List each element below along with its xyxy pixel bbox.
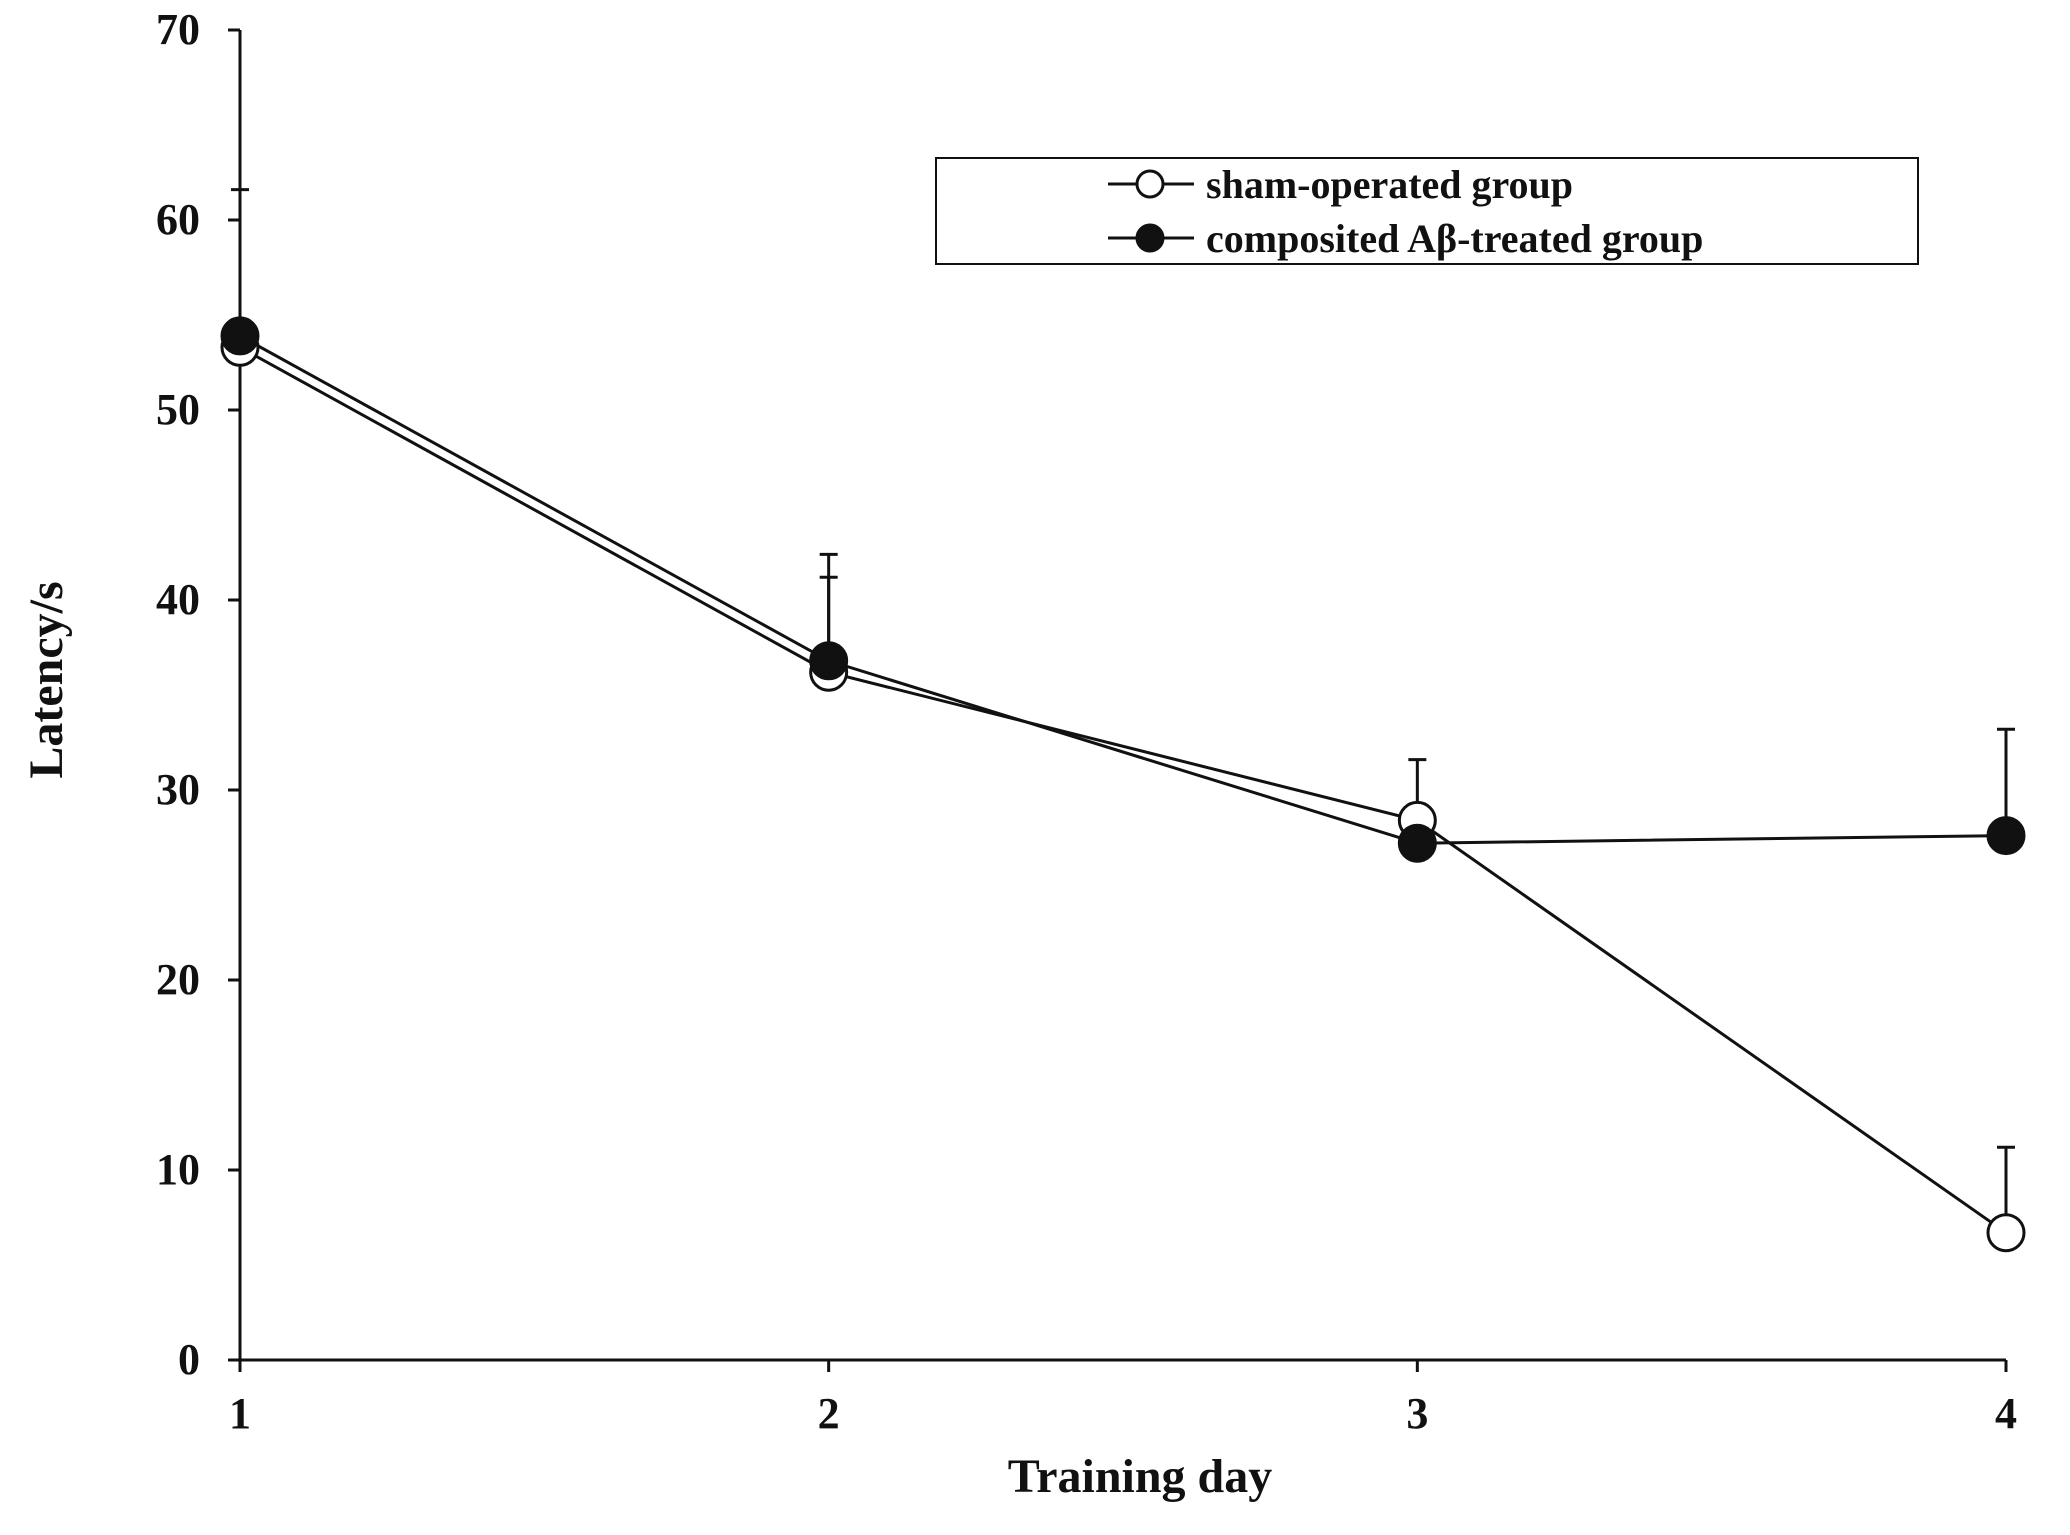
- legend-label-sham: sham-operated group: [1206, 162, 1573, 207]
- x-tick-label: 4: [1995, 1389, 2017, 1438]
- legend-box: [935, 157, 1919, 265]
- data-point-treated: [1986, 816, 2026, 856]
- y-tick-label: 50: [156, 385, 200, 434]
- data-point-treated: [220, 316, 260, 356]
- legend: sham-operated group composited Aβ-treate…: [935, 157, 1919, 265]
- y-tick-label: 60: [156, 195, 200, 244]
- series-group: [220, 188, 2026, 1253]
- tick-marks: 0 10 20 30 40 50 60 70 1 2 3 4: [156, 5, 2017, 1438]
- y-tick-label: 20: [156, 955, 200, 1004]
- x-tick-label: 3: [1406, 1389, 1428, 1438]
- x-axis-title: Training day: [1008, 1450, 1273, 1503]
- data-point-treated: [809, 641, 849, 681]
- series-line-sham: [239, 345, 2007, 1234]
- x-tick-label: 1: [229, 1389, 251, 1438]
- y-tick-label: 0: [178, 1335, 200, 1384]
- y-tick-label: 10: [156, 1145, 200, 1194]
- legend-label-treated: composited Aβ-treated group: [1206, 216, 1703, 261]
- x-tick-label: 2: [818, 1389, 840, 1438]
- legend-marker-treated: [1135, 223, 1165, 253]
- y-tick-label: 30: [156, 765, 200, 814]
- series-line-treated: [239, 334, 2007, 845]
- data-point-treated: [1397, 823, 1437, 863]
- data-point-sham: [1986, 1213, 2026, 1253]
- legend-marker-sham: [1135, 169, 1165, 199]
- y-tick-label: 70: [156, 5, 200, 54]
- axes: [238, 30, 2006, 1362]
- y-tick-label: 40: [156, 575, 200, 624]
- y-axis-title: Latency/s: [20, 581, 73, 778]
